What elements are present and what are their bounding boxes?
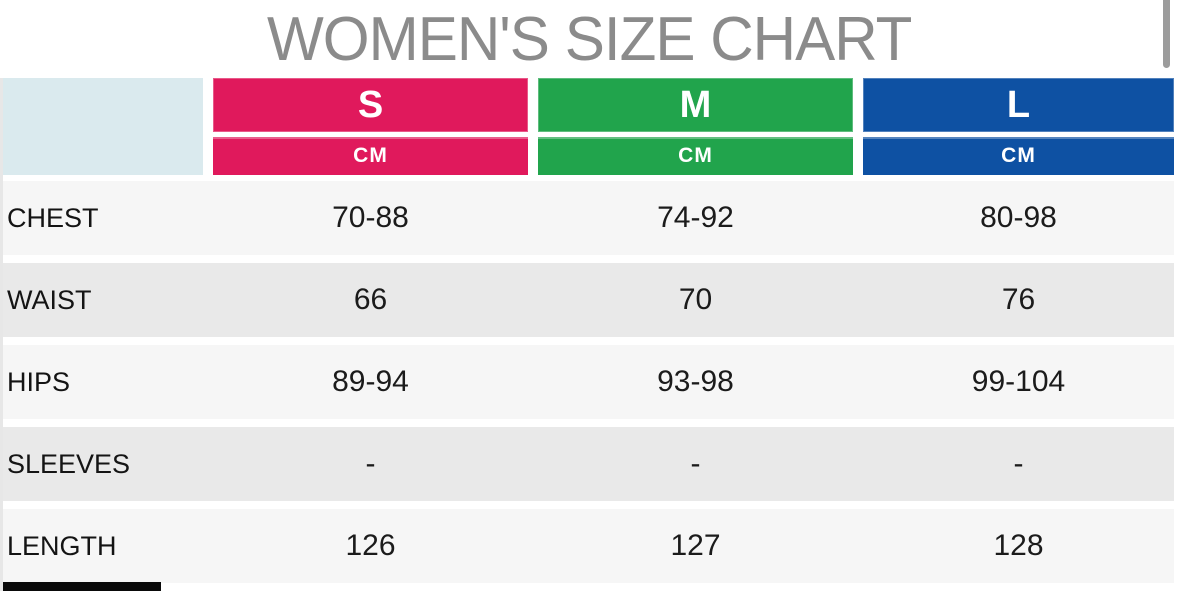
cell-hips-s: 89-94 bbox=[332, 365, 409, 398]
column-header-m: M bbox=[538, 78, 853, 132]
size-chart-table: S M L CM CM CM CHEST 70-88 74-92 80-98 W… bbox=[3, 78, 1174, 591]
cell-sleeves-l: - bbox=[1013, 447, 1024, 480]
row-label: CHEST bbox=[7, 202, 99, 233]
page-title: WOMEN'S SIZE CHART bbox=[267, 4, 912, 74]
cell-chest-s: 70-88 bbox=[332, 201, 409, 234]
cell-length-m: 127 bbox=[670, 529, 721, 562]
cell-sleeves-s: - bbox=[365, 447, 376, 480]
cell-hips-m: 93-98 bbox=[657, 365, 734, 398]
cell-waist-s: 66 bbox=[353, 283, 388, 316]
cell-hips-l: 99-104 bbox=[971, 365, 1066, 398]
unit-cell-s: CM bbox=[213, 137, 528, 175]
table-row-sleeves: SLEEVES - - - bbox=[3, 427, 1174, 501]
table-header: S M L CM CM CM bbox=[3, 78, 1174, 175]
column-header-s: S bbox=[213, 78, 528, 132]
unit-label-l: CM bbox=[1001, 144, 1036, 167]
cell-sleeves-m: - bbox=[690, 447, 701, 480]
next-section-partial-bar bbox=[3, 582, 161, 591]
cell-waist-m: 70 bbox=[678, 283, 713, 316]
column-header-m-label: M bbox=[679, 83, 712, 126]
column-header-l-label: L bbox=[1006, 83, 1031, 126]
cell-length-l: 128 bbox=[993, 529, 1044, 562]
table-row-hips: HIPS 89-94 93-98 99-104 bbox=[3, 345, 1174, 419]
cell-chest-l: 80-98 bbox=[980, 201, 1057, 234]
cell-length-s: 126 bbox=[345, 529, 396, 562]
row-label: SLEEVES bbox=[7, 448, 131, 479]
table-row-waist: WAIST 66 70 76 bbox=[3, 263, 1174, 337]
title-bar: WOMEN'S SIZE CHART bbox=[0, 0, 1179, 78]
unit-label-s: CM bbox=[353, 144, 388, 167]
table-row-chest: CHEST 70-88 74-92 80-98 bbox=[3, 181, 1174, 255]
row-label: WAIST bbox=[7, 284, 92, 315]
row-label: LENGTH bbox=[7, 530, 117, 561]
unit-label-m: CM bbox=[678, 144, 713, 167]
page-left-edge bbox=[0, 0, 3, 591]
table-row-length: LENGTH 126 127 128 bbox=[3, 509, 1174, 583]
corner-cell bbox=[3, 78, 203, 175]
column-header-l: L bbox=[863, 78, 1174, 132]
cell-chest-m: 74-92 bbox=[657, 201, 734, 234]
table-body: CHEST 70-88 74-92 80-98 WAIST 66 70 76 H… bbox=[3, 181, 1174, 583]
unit-cell-m: CM bbox=[538, 137, 853, 175]
unit-cell-l: CM bbox=[863, 137, 1174, 175]
scrollbar-thumb[interactable] bbox=[1163, 0, 1170, 68]
cell-waist-l: 76 bbox=[1001, 283, 1036, 316]
row-label: HIPS bbox=[7, 366, 71, 397]
column-header-s-label: S bbox=[357, 83, 384, 126]
